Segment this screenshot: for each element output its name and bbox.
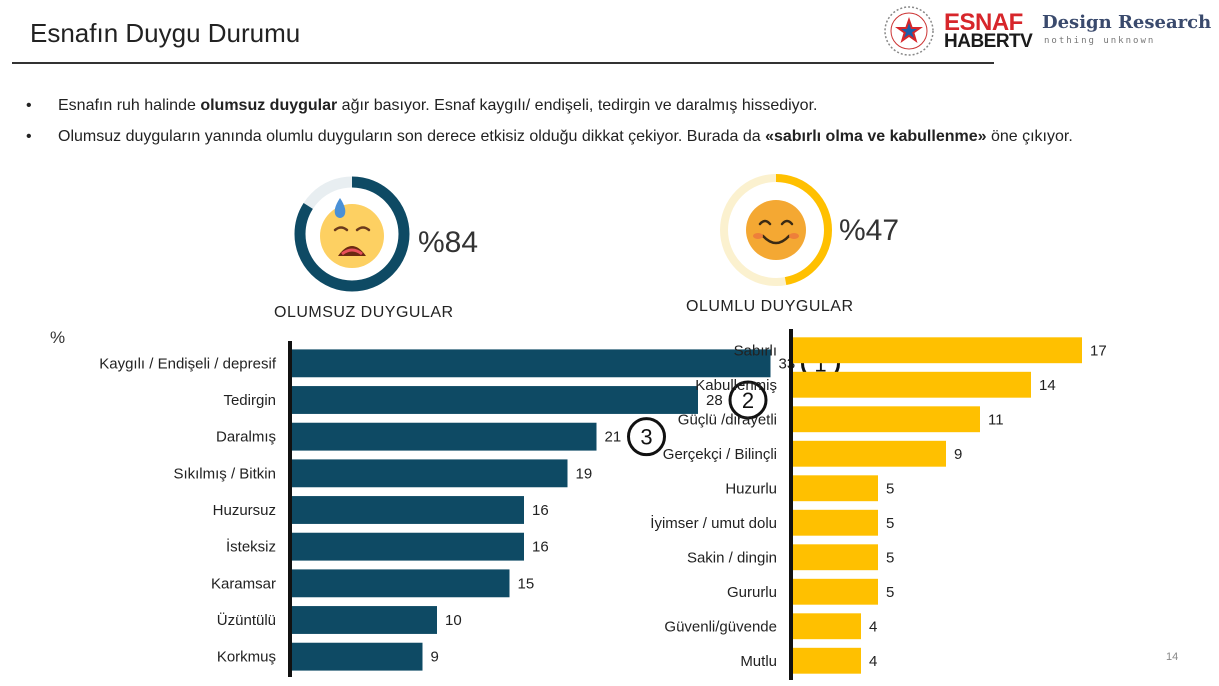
- bar: [793, 475, 878, 502]
- category-label: İsteksiz: [226, 538, 276, 556]
- data-label: 5: [886, 515, 894, 532]
- data-label: 9: [954, 446, 962, 463]
- positive-percent-gauge: [720, 174, 832, 286]
- category-label: Mutlu: [740, 653, 777, 670]
- category-label: Gerçekçi / Bilinçli: [663, 446, 777, 463]
- data-label: 9: [431, 649, 439, 666]
- category-label: Daralmış: [216, 429, 276, 446]
- category-label: Güvenli/güvende: [664, 618, 777, 635]
- bar: [793, 509, 878, 536]
- bar: [292, 386, 698, 414]
- bar: [793, 578, 878, 605]
- bar: [793, 544, 878, 571]
- page-title: Esnafın Duygu Durumu: [30, 18, 301, 48]
- rank-marker: [728, 380, 768, 420]
- bar: [292, 532, 524, 561]
- smiling-face-icon: [746, 200, 806, 260]
- bullet-1: • Esnafın ruh halinde olumsuz duygular ağ…: [26, 90, 1166, 121]
- data-label: 16: [532, 502, 549, 519]
- data-label: 10: [445, 612, 462, 629]
- data-label: 5: [886, 584, 894, 601]
- category-label: Huzurlu: [725, 480, 777, 497]
- data-label: 4: [869, 653, 877, 670]
- bar: [793, 371, 1031, 398]
- bar: [292, 569, 510, 598]
- bar: [793, 613, 861, 640]
- page-number: 14: [1166, 651, 1179, 663]
- summary-bullets: • Esnafın ruh halinde olumsuz duygular ağ…: [26, 90, 1166, 152]
- title-divider: [12, 62, 994, 64]
- logo-brand-top: ESNAF: [944, 9, 1023, 36]
- data-label: 15: [518, 575, 535, 592]
- category-label: Tedirgin: [223, 392, 276, 409]
- category-label: Kaygılı / Endişeli / depresif: [99, 355, 277, 372]
- bar: [793, 337, 1082, 364]
- bar: [793, 647, 861, 674]
- positive-percent: %47: [839, 214, 900, 247]
- bar: [793, 440, 946, 467]
- category-label: Üzüntülü: [217, 611, 276, 629]
- bar: [292, 606, 437, 634]
- data-label: 21: [605, 429, 622, 446]
- category-label: Güçlü /dirayetli: [678, 411, 777, 428]
- rank-marker: [627, 417, 666, 457]
- category-label: Sabırlı: [734, 342, 777, 359]
- category-label: Sakin / dingin: [687, 549, 777, 566]
- category-label: Huzursuz: [213, 502, 276, 519]
- rank-marker-label: 3: [640, 425, 652, 450]
- bar: [292, 422, 597, 451]
- data-label: 16: [532, 539, 549, 556]
- logo-brand-bottom: HABERTV: [944, 31, 1033, 52]
- bullet-2: • Olumsuz duyguların yanında olumlu duygu…: [26, 121, 1166, 152]
- category-label: Sıkılmış / Bitkin: [173, 465, 276, 482]
- bullet-dot: •: [26, 128, 32, 145]
- positive-section-label: OLUMLU DUYGULAR: [686, 298, 854, 315]
- bar: [292, 642, 423, 671]
- negative-section-label: OLUMSUZ DUYGULAR: [274, 304, 454, 321]
- data-label: 17: [1090, 342, 1107, 359]
- bar: [292, 349, 771, 378]
- data-label: 5: [886, 549, 894, 566]
- percent-unit-label: %: [50, 328, 66, 347]
- data-label: 5: [886, 480, 894, 497]
- logo-tagline: nothing unknown: [1044, 36, 1156, 46]
- logo-company: Design Research: [1042, 12, 1212, 33]
- data-label: 11: [988, 411, 1004, 428]
- bar: [292, 459, 568, 488]
- category-label: Karamsar: [211, 575, 276, 592]
- category-label: Gururlu: [727, 584, 777, 601]
- data-label: 28: [706, 392, 723, 409]
- negative-percent: %84: [418, 226, 479, 259]
- data-label: 19: [576, 465, 593, 482]
- category-label: İyimser / umut dolu: [650, 514, 777, 532]
- negative-percent-gauge: [294, 176, 410, 292]
- header-logo: ESNAF HABERTV Design Research nothing un…: [882, 4, 1211, 56]
- category-label: Kabullenmiş: [695, 377, 777, 394]
- bullet-dot: •: [26, 97, 32, 114]
- bar: [292, 496, 524, 524]
- data-label: 4: [869, 618, 877, 635]
- anxious-sweat-face-icon: [320, 198, 384, 268]
- category-label: Korkmuş: [217, 649, 276, 666]
- rank-marker-label: 2: [742, 388, 754, 413]
- esnaf-seal-icon: [884, 6, 934, 56]
- data-label: 14: [1039, 377, 1056, 394]
- bar: [793, 406, 980, 433]
